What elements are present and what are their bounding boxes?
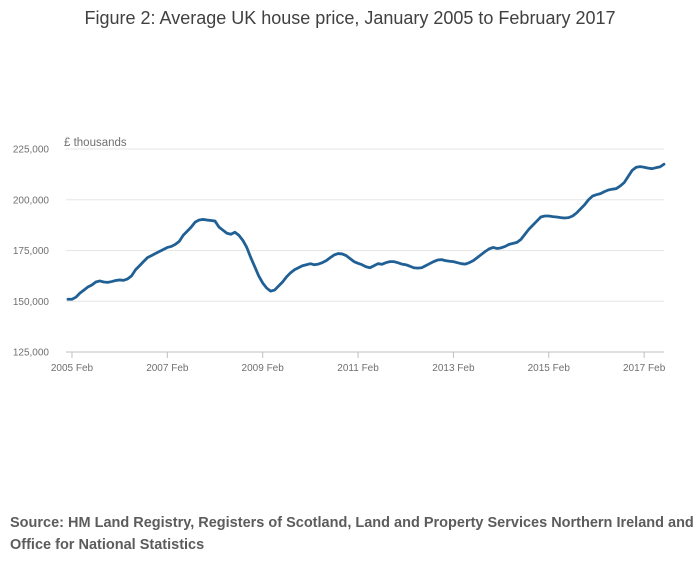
x-axis-ticks: 2005 Feb 2007 Feb 2009 Feb 2011 Feb 2013 Feb… bbox=[51, 352, 666, 374]
source-note: Source: HM Land Registry, Registers of S… bbox=[10, 515, 694, 553]
x-tick-label: 2007 Feb bbox=[146, 363, 189, 374]
x-tick-label: 2017 Feb bbox=[623, 363, 666, 374]
y-tick-label: 225,000 bbox=[13, 145, 50, 156]
x-tick-label: 2013 Feb bbox=[432, 363, 475, 374]
gridlines bbox=[66, 148, 664, 302]
y-tick-label: 200,000 bbox=[13, 195, 50, 206]
y-tick-label: 175,000 bbox=[13, 246, 50, 257]
x-tick-label: 2009 Feb bbox=[242, 363, 285, 374]
y-axis-ticks: 125,000 150,000 175,000 200,000 225,000 bbox=[13, 145, 50, 359]
y-tick-label: 150,000 bbox=[13, 297, 50, 308]
chart-title: Figure 2: Average UK house price, Januar… bbox=[84, 8, 616, 28]
x-tick-label: 2005 Feb bbox=[51, 363, 94, 374]
y-tick-label: 125,000 bbox=[13, 348, 50, 359]
series-line-average-uk-house-price bbox=[66, 162, 666, 301]
y-axis-unit-label: £ thousands bbox=[64, 137, 127, 149]
x-tick-label: 2011 Feb bbox=[337, 363, 379, 374]
line-chart: 125,000 150,000 175,000 200,000 225,000 £ th… bbox=[13, 137, 666, 374]
x-tick-label: 2015 Feb bbox=[528, 363, 571, 374]
